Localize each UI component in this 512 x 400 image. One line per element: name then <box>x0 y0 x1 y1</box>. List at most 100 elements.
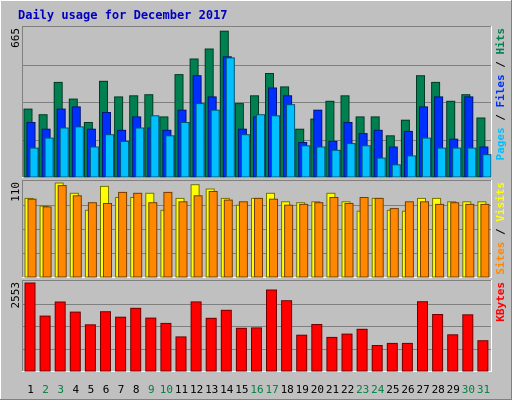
bar-pages-day-28 <box>437 147 447 178</box>
bar-sites-day-30 <box>465 203 475 278</box>
bar-kbytes-day-19 <box>296 334 308 372</box>
bar-sites-day-27 <box>420 201 429 278</box>
x-tick-label: 30 <box>462 383 475 396</box>
x-tick-label: 13 <box>205 383 218 396</box>
x-tick-label: 11 <box>175 383 188 396</box>
bar-pages-day-23 <box>361 145 371 178</box>
bar-sites-day-14 <box>223 199 233 278</box>
legend: Pages / Files / Hits <box>494 28 507 161</box>
bar-kbytes-day-1 <box>24 282 36 372</box>
x-tick-label: 1 <box>27 383 34 396</box>
bar-kbytes-day-26 <box>401 342 413 372</box>
x-tick-label: 16 <box>250 383 263 396</box>
bar-pages-day-7 <box>120 140 130 178</box>
bar-sites-day-19 <box>299 203 309 278</box>
legend-entry: Hits <box>494 28 507 55</box>
bar-sites-day-10 <box>163 191 173 278</box>
bar-sites-day-7 <box>118 191 128 278</box>
bar-kbytes-day-12 <box>190 301 202 372</box>
x-tick-label: 4 <box>72 383 79 396</box>
x-tick-label: 9 <box>148 383 155 396</box>
x-tick-label: 19 <box>296 383 309 396</box>
legend: Sites / Visits <box>494 182 507 275</box>
bar-kbytes-day-15 <box>235 327 247 372</box>
legend: KBytes <box>494 282 507 322</box>
x-tick-label: 22 <box>341 383 354 396</box>
bar-sites-day-3 <box>57 185 67 278</box>
x-tick-label: 24 <box>371 383 385 396</box>
bar-pages-day-31 <box>482 154 492 178</box>
bar-kbytes-day-21 <box>326 336 338 372</box>
x-tick-label: 5 <box>88 383 95 396</box>
legend-entry: Sites <box>494 242 507 275</box>
bar-sites-day-25 <box>389 208 399 278</box>
bar-kbytes-day-23 <box>356 328 368 372</box>
bar-kbytes-day-22 <box>341 333 353 372</box>
bar-sites-day-24 <box>374 197 384 278</box>
x-tick-label: 20 <box>311 383 324 396</box>
panel-3: 2553 KBytes <box>9 280 507 372</box>
bar-kbytes-day-7 <box>115 316 127 372</box>
bar-sites-day-17 <box>269 198 278 278</box>
bar-kbytes-day-18 <box>281 300 293 372</box>
bar-pages-day-2 <box>44 137 54 178</box>
bar-kbytes-day-17 <box>266 289 277 372</box>
legend-entry: / <box>494 108 507 128</box>
bar-kbytes-day-24 <box>371 345 383 372</box>
bar-pages-day-8 <box>135 127 145 178</box>
bar-kbytes-day-5 <box>84 324 96 372</box>
bar-sites-day-2 <box>42 206 52 278</box>
x-tick-label: 27 <box>416 383 429 396</box>
bar-pages-day-26 <box>406 155 416 178</box>
bar-pages-day-3 <box>59 127 69 178</box>
bar-pages-day-24 <box>376 157 386 178</box>
bar-pages-day-13 <box>210 109 220 178</box>
bar-sites-day-5 <box>87 202 97 278</box>
bar-pages-day-12 <box>195 103 205 178</box>
chart-title: Daily usage for December 2017 <box>18 8 228 22</box>
bar-pages-day-17 <box>271 115 280 178</box>
bar-sites-day-9 <box>148 202 158 278</box>
bar-kbytes-day-28 <box>432 314 444 372</box>
panel-2: 110 Sites / Visits <box>9 180 507 278</box>
bar-pages-day-11 <box>180 122 190 178</box>
y-max-label: 110 <box>9 182 22 202</box>
x-tick-label: 17 <box>265 383 278 396</box>
x-tick-label: 3 <box>57 383 64 396</box>
legend-entry: Files <box>494 74 507 107</box>
legend-entry: KBytes <box>494 282 507 322</box>
bar-sites-day-8 <box>133 192 143 278</box>
x-tick-label: 23 <box>356 383 369 396</box>
bar-pages-day-18 <box>286 104 296 178</box>
bar-sites-day-21 <box>329 197 339 278</box>
bar-sites-day-23 <box>359 197 369 278</box>
bar-kbytes-day-16 <box>251 327 262 372</box>
bar-sites-day-31 <box>480 203 490 278</box>
bar-kbytes-day-9 <box>145 317 157 372</box>
bar-kbytes-day-3 <box>54 301 66 372</box>
y-max-label: 2553 <box>9 282 22 309</box>
x-tick-label: 10 <box>160 383 173 396</box>
bar-pages-day-10 <box>165 135 175 178</box>
legend-entry: Visits <box>494 182 507 222</box>
bar-pages-day-1 <box>29 147 39 178</box>
bar-kbytes-day-4 <box>69 311 81 372</box>
bar-sites-day-4 <box>72 195 82 278</box>
x-tick-label: 6 <box>103 383 110 396</box>
chart-panels: 665 Pages / Files / Hits 110 Sites / Visits… <box>9 26 507 372</box>
bar-pages-day-29 <box>452 147 462 178</box>
bar-kbytes-day-30 <box>462 314 474 372</box>
bar-sites-day-15 <box>238 201 248 278</box>
bar-sites-day-6 <box>103 203 112 278</box>
bar-pages-day-22 <box>346 143 356 178</box>
bar-pages-day-5 <box>89 146 99 178</box>
bar-kbytes-day-8 <box>130 307 142 372</box>
bar-pages-day-15 <box>240 134 250 178</box>
bar-pages-day-6 <box>105 134 114 178</box>
bar-sites-day-1 <box>27 198 37 278</box>
bar-kbytes-day-29 <box>447 334 459 372</box>
bar-pages-day-27 <box>422 137 431 178</box>
bar-sites-day-11 <box>178 201 188 278</box>
x-tick-label: 28 <box>432 383 445 396</box>
bar-kbytes-day-6 <box>100 311 111 372</box>
